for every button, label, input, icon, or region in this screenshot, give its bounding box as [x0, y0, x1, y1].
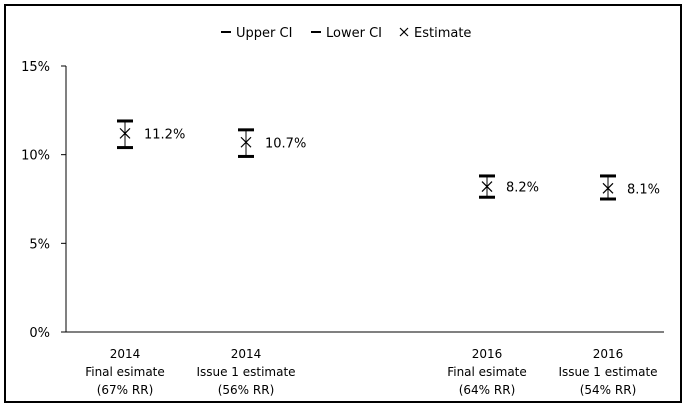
- x-tick-label-rr: (56% RR): [218, 383, 275, 397]
- x-tick-label: 2016 Final esimate (64% RR): [447, 347, 527, 397]
- x-tick-label: 2016 Issue 1 estimate (54% RR): [558, 347, 657, 397]
- estimate-marker-stroke: [240, 136, 252, 148]
- ci-chart: Upper CI Lower CI Estimate 0% 5% 10% 15% 2014…: [21, 26, 664, 397]
- x-tick-label-name: Final esimate: [447, 365, 527, 379]
- legend-label: Upper CI: [236, 26, 292, 41]
- x-tick-label-rr: (67% RR): [97, 383, 154, 397]
- estimate-marker-stroke: [602, 182, 614, 194]
- legend-item: Lower CI: [311, 26, 382, 41]
- estimate-marker: [240, 136, 252, 148]
- x-tick-label-rr: (64% RR): [459, 383, 516, 397]
- legend-item: Upper CI: [221, 26, 292, 41]
- legend-label: Lower CI: [326, 26, 382, 41]
- data-label: 8.1%: [627, 182, 660, 197]
- legend-item: Estimate: [399, 26, 471, 41]
- legend-x-icon: [399, 27, 409, 37]
- chart-frame: Upper CI Lower CI Estimate 0% 5% 10% 15% 2014…: [4, 4, 682, 403]
- x-tick-label-rr: (54% RR): [580, 383, 637, 397]
- x-tick-label-year: 2016: [472, 347, 503, 361]
- x-tick-label: 2014 Final esimate (67% RR): [85, 347, 165, 397]
- x-tick-label-year: 2014: [110, 347, 141, 361]
- data-label: 8.2%: [506, 181, 539, 196]
- data-label: 10.7%: [265, 136, 306, 151]
- legend: Upper CI Lower CI Estimate: [221, 26, 471, 41]
- plot-area: 11.2% 10.7% 8.2% 8.1%: [117, 119, 660, 201]
- estimate-marker-stroke: [481, 181, 493, 193]
- x-tick-label-name: Issue 1 estimate: [558, 365, 657, 379]
- x-tick-label-name: Final esimate: [85, 365, 165, 379]
- estimate-marker-stroke: [119, 127, 131, 139]
- legend-label: Estimate: [414, 26, 471, 41]
- x-axis: 2014 Final esimate (67% RR) 2014 Issue 1 est…: [66, 331, 664, 397]
- y-tick-label: 10%: [21, 149, 50, 164]
- x-tick-label: 2014 Issue 1 estimate (56% RR): [196, 347, 295, 397]
- estimate-marker: [119, 127, 131, 139]
- y-axis: 0% 5% 10% 15%: [21, 60, 67, 341]
- y-tick-label: 0%: [29, 326, 50, 341]
- x-tick-label-name: Issue 1 estimate: [196, 365, 295, 379]
- x-tick-label-year: 2016: [593, 347, 624, 361]
- data-label: 11.2%: [144, 127, 185, 142]
- y-tick-label: 15%: [21, 60, 50, 75]
- estimate-marker: [602, 182, 614, 194]
- x-tick-label-year: 2014: [231, 347, 262, 361]
- estimate-marker: [481, 181, 493, 193]
- y-tick-label: 5%: [29, 237, 50, 252]
